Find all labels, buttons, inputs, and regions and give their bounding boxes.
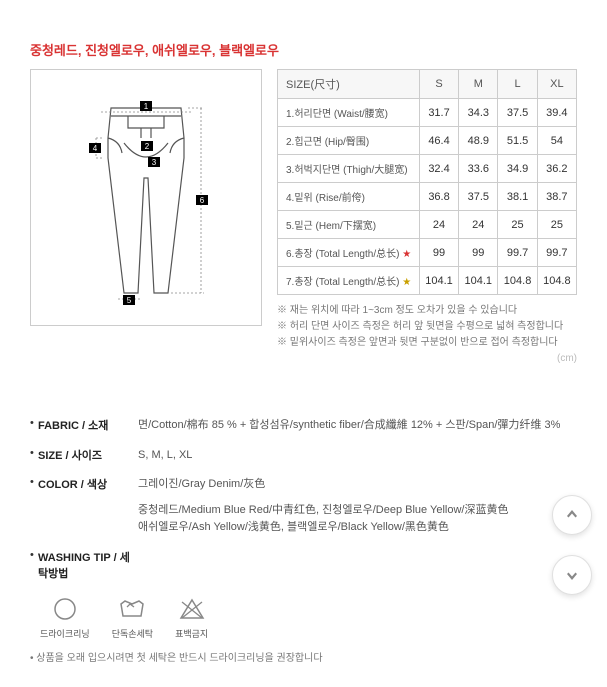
measure-val: 48.9 — [459, 127, 498, 155]
measure-label: 4.밑위 (Rise/前侉) — [278, 183, 420, 211]
measure-val: 36.8 — [419, 183, 458, 211]
dryclean-icon — [50, 596, 80, 622]
measure-val: 36.2 — [537, 155, 576, 183]
size-header-L: L — [498, 70, 537, 99]
diagram-num-1: 1 — [144, 102, 149, 111]
measure-val: 51.5 — [498, 127, 537, 155]
size-note-line: ※ 밑위사이즈 측정은 앞면과 뒷면 구분없이 반으로 접어 측정합니다(cm) — [277, 335, 577, 351]
measure-label: 3.허벅지단면 (Thigh/大腿宽) — [278, 155, 420, 183]
measure-val: 99.7 — [498, 239, 537, 267]
measure-val: 104.1 — [459, 267, 498, 295]
diagram-num-5: 5 — [127, 296, 132, 305]
measure-val: 104.8 — [498, 267, 537, 295]
table-row: 7.총장 (Total Length/总长) ★104.1104.1104.81… — [278, 267, 577, 295]
washing-key: WASHING TIP / 세탁방법 — [38, 549, 138, 581]
table-row: 6.총장 (Total Length/总长) ★999999.799.7 — [278, 239, 577, 267]
scroll-top-button[interactable] — [552, 495, 592, 535]
size-notes: ※ 재는 위치에 따라 1~3cm 정도 오차가 있을 수 있습니다※ 허리 단… — [277, 303, 577, 351]
measure-val: 54 — [537, 127, 576, 155]
measure-val: 99 — [419, 239, 458, 267]
fabric-key: FABRIC / 소재 — [38, 417, 138, 435]
handwash-icon-wrap: 단독손세탁 — [112, 596, 153, 640]
diagram-num-3: 3 — [152, 158, 157, 167]
washing-icons-row: 드라이크리닝 단독손세탁 표백금지 — [40, 596, 577, 640]
measure-label: 7.총장 (Total Length/总长) ★ — [278, 267, 420, 295]
measure-val: 38.1 — [498, 183, 537, 211]
size-note-line: ※ 재는 위치에 따라 1~3cm 정도 오차가 있을 수 있습니다 — [277, 303, 577, 319]
measure-val: 24 — [459, 211, 498, 239]
cm-label: (cm) — [557, 351, 577, 367]
color-val-2: 중청레드/Medium Blue Red/中青红色, 진청엘로우/Deep Bl… — [138, 502, 577, 537]
measure-val: 99 — [459, 239, 498, 267]
diagram-num-4: 4 — [93, 144, 98, 153]
size-header-M: M — [459, 70, 498, 99]
table-row: 3.허벅지단면 (Thigh/大腿宽)32.433.634.936.2 — [278, 155, 577, 183]
color-key: COLOR / 색상 — [38, 476, 138, 537]
nobleach-icon-wrap: 표백금지 — [175, 596, 208, 640]
measure-val: 38.7 — [537, 183, 576, 211]
diagram-num-2: 2 — [145, 142, 150, 151]
size-header-S: S — [419, 70, 458, 99]
measure-val: 104.8 — [537, 267, 576, 295]
measure-val: 99.7 — [537, 239, 576, 267]
table-row: 1.허리단면 (Waist/腰宽)31.734.337.539.4 — [278, 99, 577, 127]
measure-val: 37.5 — [498, 99, 537, 127]
dryclean-icon-label: 드라이크리닝 — [40, 627, 90, 640]
measure-val: 39.4 — [537, 99, 576, 127]
bottom-note-line: • 상품을 오래 입으시려면 첫 세탁은 반드시 드라이크리닝을 권장합니다 — [30, 650, 577, 667]
arrow-up-icon — [564, 507, 580, 523]
measure-label: 5.밑근 (Hem/下摆宽) — [278, 211, 420, 239]
diagram-num-6: 6 — [200, 196, 205, 205]
size-note-line: ※ 허리 단면 사이즈 측정은 허리 앞 뒷면을 수평으로 넓혀 측정합니다 — [277, 319, 577, 335]
handwash-icon — [117, 596, 147, 622]
size-header-label: SIZE(尺寸) — [278, 70, 420, 99]
table-row: 4.밑위 (Rise/前侉)36.837.538.138.7 — [278, 183, 577, 211]
color-val-1: 그레이진/Gray Denim/灰色 — [138, 476, 577, 494]
dryclean-icon-wrap: 드라이크리닝 — [40, 596, 90, 640]
bottom-notes: • 상품을 오래 입으시려면 첫 세탁은 반드시 드라이크리닝을 권장합니다 — [30, 650, 577, 667]
measure-label: 2.힙근면 (Hip/臀围) — [278, 127, 420, 155]
nobleach-icon-label: 표백금지 — [175, 627, 208, 640]
size-table: SIZE(尺寸)SMLXL 1.허리단면 (Waist/腰宽)31.734.33… — [277, 69, 577, 295]
measure-val: 25 — [537, 211, 576, 239]
measure-val: 33.6 — [459, 155, 498, 183]
detail-list: • FABRIC / 소재 면/Cotton/棉布 85 % + 합성섬유/sy… — [30, 417, 577, 581]
size-header-XL: XL — [537, 70, 576, 99]
size-val: S, M, L, XL — [138, 447, 577, 465]
size-section: 1 2 3 4 5 6 SIZE(尺寸)SMLXL 1.허리단면 (Waist/… — [30, 69, 577, 367]
table-row: 2.힙근면 (Hip/臀围)46.448.951.554 — [278, 127, 577, 155]
measure-val: 31.7 — [419, 99, 458, 127]
scroll-down-button[interactable] — [552, 555, 592, 595]
fabric-val: 면/Cotton/棉布 85 % + 합성섬유/synthetic fiber/… — [138, 417, 577, 435]
measure-val: 34.3 — [459, 99, 498, 127]
measure-label: 6.총장 (Total Length/总长) ★ — [278, 239, 420, 267]
color-option-title: 중청레드, 진청엘로우, 애쉬엘로우, 블랙엘로우 — [30, 40, 577, 59]
size-key: SIZE / 사이즈 — [38, 447, 138, 465]
measure-val: 34.9 — [498, 155, 537, 183]
table-row: 5.밑근 (Hem/下摆宽)24242525 — [278, 211, 577, 239]
measure-val: 37.5 — [459, 183, 498, 211]
arrow-down-icon — [564, 567, 580, 583]
measure-label: 1.허리단면 (Waist/腰宽) — [278, 99, 420, 127]
nobleach-icon — [177, 596, 207, 622]
measure-val: 104.1 — [419, 267, 458, 295]
handwash-icon-label: 단독손세탁 — [112, 627, 153, 640]
measure-val: 46.4 — [419, 127, 458, 155]
color-val: 그레이진/Gray Denim/灰色 중청레드/Medium Blue Red/… — [138, 476, 577, 537]
size-diagram: 1 2 3 4 5 6 — [30, 69, 262, 326]
measure-val: 25 — [498, 211, 537, 239]
measure-val: 24 — [419, 211, 458, 239]
measure-val: 32.4 — [419, 155, 458, 183]
